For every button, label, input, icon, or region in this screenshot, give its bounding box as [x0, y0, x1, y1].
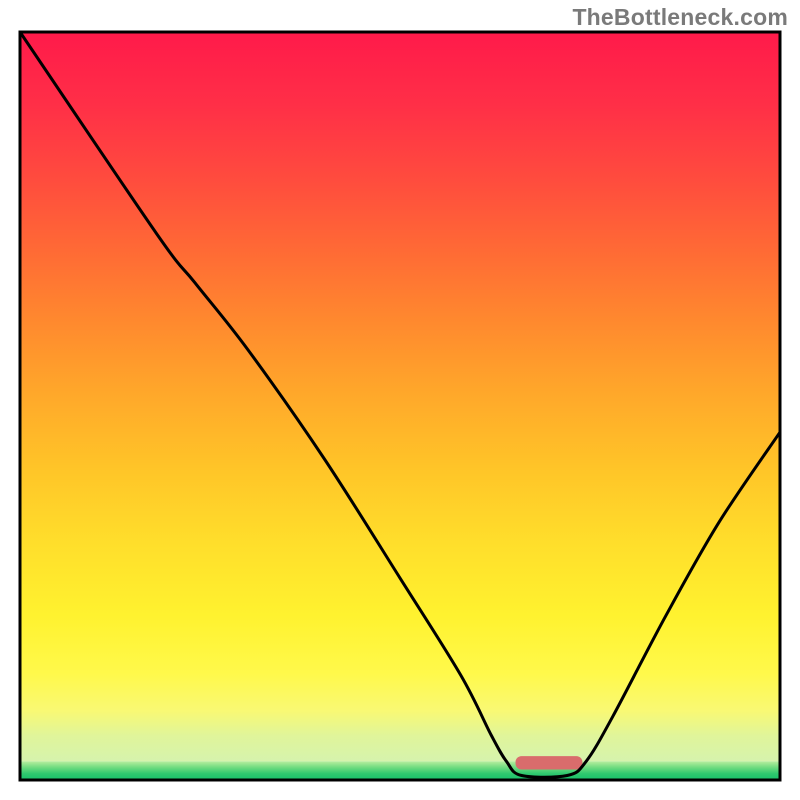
gradient-background: [20, 32, 780, 761]
optimum-marker: [516, 756, 583, 769]
green-band: [20, 761, 780, 780]
attribution-label: TheBottleneck.com: [572, 4, 788, 31]
chart-container: { "attribution": { "text": "TheBottlenec…: [0, 0, 800, 800]
bottleneck-chart: [0, 0, 800, 800]
